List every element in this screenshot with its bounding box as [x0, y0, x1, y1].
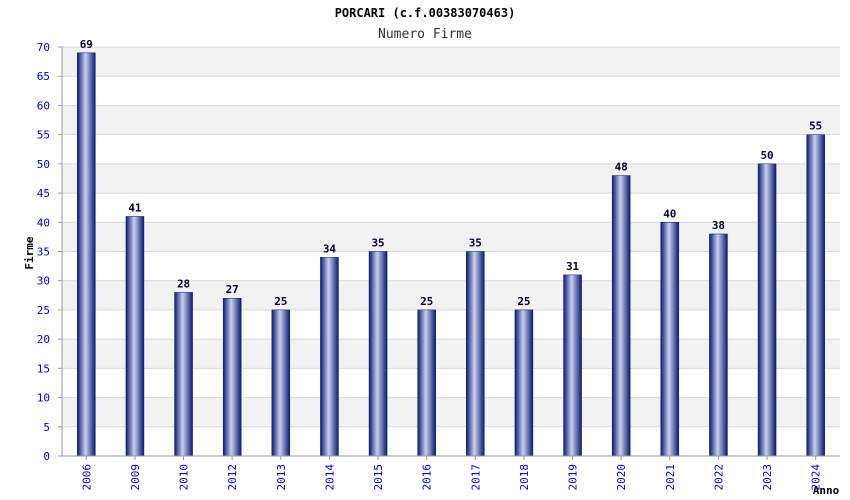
bar: [125, 216, 145, 457]
x-axis-label: Anno: [813, 484, 840, 497]
y-tick-label: 50: [37, 158, 50, 171]
bar: [222, 297, 242, 457]
axes: [61, 47, 840, 457]
bar-value-label: 35: [469, 237, 482, 250]
bar: [174, 292, 193, 457]
x-tick-label: 2012: [226, 464, 239, 491]
bar: [466, 251, 485, 457]
bar: [611, 175, 631, 457]
y-tick-label: 25: [37, 304, 50, 317]
bar-value-label: 25: [274, 295, 287, 308]
grid-band: [62, 163, 840, 194]
bar-value-label: 27: [226, 283, 239, 296]
x-tick-label: 2006: [80, 464, 93, 491]
x-tick-label: 2022: [712, 464, 725, 491]
bar-value-label: 31: [566, 260, 580, 273]
bar-value-label: 25: [420, 295, 433, 308]
bar: [368, 251, 388, 457]
x-tick-label: 2013: [275, 464, 288, 491]
bar-value-label: 55: [809, 120, 822, 133]
x-tick-label: 2023: [761, 464, 774, 491]
y-tick-label: 15: [37, 362, 50, 375]
y-tick-label: 20: [37, 333, 50, 346]
bars: 69 41 28 27 25 34 35 25 35 25 31 48 40 38 50 55: [77, 38, 825, 457]
bar-value-label: 28: [177, 277, 190, 290]
y-tick-label: 70: [37, 41, 50, 54]
x-tick-label: 2017: [469, 464, 482, 491]
bar-value-label: 35: [371, 237, 384, 250]
bar-value-label: 38: [712, 219, 725, 232]
bar: [417, 309, 436, 457]
y-tick-label: 5: [43, 421, 50, 434]
x-tick-label: 2015: [372, 464, 385, 491]
chart-subtitle: Numero Firme: [378, 27, 472, 42]
bar: [563, 274, 582, 457]
y-tick-label: 30: [37, 275, 50, 288]
x-tick-label: 2014: [323, 464, 336, 491]
x-tick-label: 2018: [518, 464, 531, 491]
bar: [757, 163, 777, 457]
x-tick-label: 2016: [421, 464, 434, 491]
x-tick-label: 2024: [810, 464, 823, 491]
bar: [660, 222, 680, 457]
y-tick-label: 60: [37, 99, 50, 112]
x-tick-label: 2019: [567, 464, 580, 491]
y-axis-label: Firme: [23, 236, 36, 269]
x-axis-ticks: 2006 2009 2010 2012 2013 2014 2015 2016 2017 2018…: [80, 456, 823, 491]
bar: [806, 134, 825, 457]
chart-title: PORCARI (c.f.00383070463): [335, 6, 516, 20]
bar-value-label: 48: [615, 161, 628, 174]
bar: [77, 52, 96, 457]
y-tick-label: 35: [37, 246, 50, 259]
bar: [709, 233, 728, 457]
y-tick-label: 10: [37, 392, 50, 405]
bar-value-label: 34: [323, 242, 337, 255]
y-tick-label: 40: [37, 216, 50, 229]
y-tick-label: 65: [37, 70, 50, 83]
bar-value-label: 50: [760, 149, 773, 162]
bar: [271, 309, 291, 457]
x-tick-label: 2010: [178, 464, 191, 491]
bar: [514, 309, 534, 457]
bar-value-label: 41: [128, 201, 142, 214]
x-tick-label: 2020: [615, 464, 628, 491]
x-tick-label: 2021: [664, 464, 677, 491]
grid-band: [62, 47, 840, 77]
bar-value-label: 25: [517, 295, 530, 308]
y-tick-label: 45: [37, 187, 50, 200]
grid-band: [62, 105, 840, 135]
bar-value-label: 69: [80, 38, 93, 51]
x-tick-label: 2009: [129, 464, 142, 491]
bar: [320, 257, 339, 457]
y-axis-ticks: 0 5 10 15 20 25 30 35 40 45 50 55 60 65 70: [37, 41, 62, 463]
bar-value-label: 40: [663, 207, 676, 220]
y-tick-label: 55: [37, 129, 50, 142]
y-tick-label: 0: [43, 450, 50, 463]
